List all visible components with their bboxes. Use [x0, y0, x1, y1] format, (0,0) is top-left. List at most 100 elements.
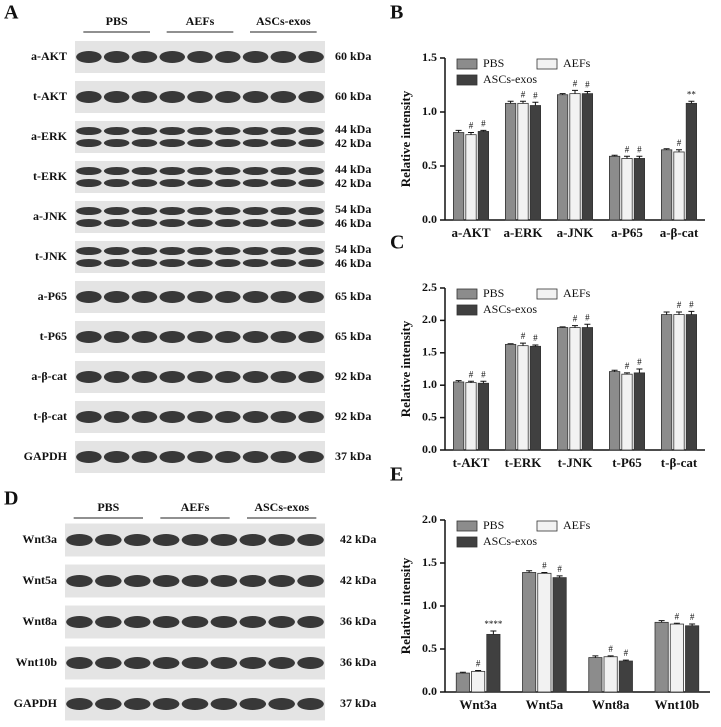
error-bar — [559, 326, 566, 328]
band — [103, 451, 130, 463]
y-tick-label: 1.0 — [422, 598, 437, 612]
bar — [486, 633, 501, 693]
band — [210, 534, 238, 546]
band — [103, 91, 130, 103]
band — [270, 51, 297, 63]
band — [103, 139, 130, 147]
band — [152, 698, 180, 710]
band — [131, 91, 158, 103]
band — [103, 291, 130, 303]
kda-label: 44 kDa — [335, 162, 371, 176]
row-label: a-AKT — [31, 49, 67, 63]
bar — [517, 102, 529, 221]
band — [298, 207, 324, 215]
row-label: Wnt5a — [22, 573, 57, 587]
band — [270, 371, 297, 383]
bar — [552, 577, 567, 693]
kda-label: 42 kDa — [340, 532, 376, 546]
band — [131, 331, 158, 343]
band — [187, 207, 213, 215]
legend-label: ASCs-exos — [483, 534, 537, 548]
band — [159, 179, 186, 187]
y-axis-label: Relative intensity — [398, 320, 413, 417]
band — [298, 167, 324, 175]
band — [103, 127, 130, 135]
band — [76, 371, 102, 383]
kda-label: 65 kDa — [335, 329, 371, 343]
band — [131, 139, 158, 147]
band — [103, 331, 130, 343]
band — [159, 51, 186, 63]
blot-strip — [75, 241, 325, 273]
band — [239, 575, 267, 587]
significance-label: # — [573, 314, 578, 324]
error-bar — [663, 311, 670, 315]
kda-label: 54 kDa — [335, 242, 371, 256]
band — [242, 51, 269, 63]
y-tick-label: 1.0 — [422, 377, 437, 391]
row-label: a-β-cat — [31, 369, 67, 383]
band — [298, 179, 324, 187]
y-tick-label: 0.0 — [422, 684, 437, 698]
y-tick-label: 0.0 — [422, 212, 437, 226]
band — [76, 411, 102, 423]
legend-swatch — [456, 520, 478, 532]
kda-label: 46 kDa — [335, 256, 371, 270]
band — [298, 91, 324, 103]
band — [187, 167, 213, 175]
band — [239, 657, 267, 669]
significance-label: # — [624, 648, 629, 658]
band — [181, 657, 209, 669]
row-label: t-AKT — [33, 89, 67, 103]
band — [242, 91, 269, 103]
bar — [621, 373, 633, 451]
band — [242, 167, 269, 175]
band — [76, 331, 102, 343]
band — [239, 534, 267, 546]
band — [297, 534, 324, 546]
bar — [517, 345, 529, 451]
significance-label: # — [625, 361, 630, 371]
band — [159, 139, 186, 147]
band — [152, 534, 180, 546]
band — [270, 411, 297, 423]
x-tick-label: Wnt8a — [592, 697, 630, 712]
blot-strip — [75, 161, 325, 193]
bar — [477, 382, 490, 451]
group-label: AEFs — [181, 500, 210, 514]
band — [215, 331, 241, 343]
kda-label: 54 kDa — [335, 202, 371, 216]
panel-letter: D — [4, 488, 18, 510]
legend-label: AEFs — [563, 56, 591, 70]
significance-label: # — [689, 299, 694, 309]
band — [298, 451, 324, 463]
band — [210, 575, 238, 587]
band — [123, 698, 151, 710]
band — [159, 291, 186, 303]
band — [298, 331, 324, 343]
band — [215, 451, 241, 463]
error-bar — [622, 659, 629, 662]
band — [270, 259, 297, 267]
bar — [633, 372, 646, 451]
row-label: Wnt8a — [22, 614, 57, 628]
band — [187, 51, 213, 63]
row-label: GAPDH — [24, 449, 68, 463]
bar — [618, 660, 633, 693]
bar — [673, 151, 685, 221]
bar — [661, 314, 673, 451]
band — [66, 575, 93, 587]
band — [66, 698, 93, 710]
y-tick-label: 1.5 — [422, 555, 437, 569]
error-bar — [624, 372, 630, 375]
panel-letter: E — [390, 464, 403, 486]
significance-label: # — [637, 357, 642, 367]
band — [131, 127, 158, 135]
bar — [557, 327, 569, 451]
kda-label: 60 kDa — [335, 49, 371, 63]
band — [215, 371, 241, 383]
x-tick-label: Wnt10b — [654, 697, 699, 712]
bar — [654, 621, 669, 693]
band — [131, 179, 158, 187]
